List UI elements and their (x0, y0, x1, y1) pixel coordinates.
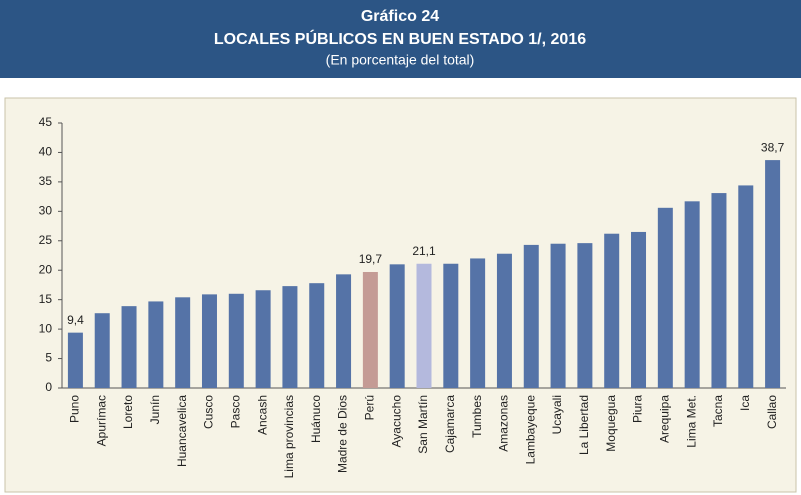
y-tick-label: 10 (39, 321, 53, 335)
bar (94, 313, 110, 388)
value-label: 38,7 (761, 140, 785, 154)
bar (175, 297, 191, 388)
x-tick-label: Pasco (228, 395, 242, 429)
x-tick-label: Arequipa (658, 395, 672, 443)
bar (711, 193, 727, 388)
chart-title: LOCALES PÚBLICOS EN BUEN ESTADO 1/, 2016 (214, 29, 586, 48)
header-band (0, 0, 801, 78)
bar (362, 271, 378, 388)
bar (470, 258, 486, 388)
bar (496, 253, 512, 388)
bar (523, 244, 539, 388)
x-tick-label: Tacna (711, 395, 725, 427)
bar (765, 160, 781, 388)
bar (416, 263, 432, 388)
x-tick-label: Apurímac (94, 395, 108, 446)
x-tick-label: Puno (68, 395, 82, 423)
value-label: 9,4 (67, 313, 84, 327)
x-tick-label: Callao (765, 395, 779, 429)
x-tick-label: Huancavelica (175, 395, 189, 467)
x-tick-label: Ancash (255, 395, 269, 435)
x-tick-label: Perú (363, 395, 377, 420)
x-tick-label: Lima Met. (684, 395, 698, 448)
bar (255, 290, 271, 388)
x-tick-label: Madre de Dios (336, 395, 350, 473)
x-tick-label: Cajamarca (443, 395, 457, 453)
bar (631, 231, 647, 388)
bar (282, 286, 298, 388)
bar (67, 332, 83, 388)
x-tick-label: Lambayeque (523, 395, 537, 465)
x-tick-label: Ica (738, 395, 752, 411)
x-tick-label: Junín (148, 395, 162, 424)
bar (684, 201, 700, 388)
x-tick-label: San Martín (416, 395, 430, 454)
y-tick-label: 35 (39, 174, 53, 188)
x-tick-label: Lima provincias (282, 395, 296, 478)
bar (228, 293, 244, 388)
bar (577, 243, 593, 388)
chart-subtitle: (En porcentaje del total) (326, 52, 475, 68)
bar (309, 283, 325, 388)
bar (550, 243, 566, 388)
y-tick-label: 20 (39, 262, 53, 276)
x-tick-label: Huánuco (309, 395, 323, 443)
y-tick-label: 40 (39, 145, 53, 159)
y-tick-label: 15 (39, 292, 53, 306)
y-tick-label: 30 (39, 204, 53, 218)
x-tick-label: Ucayali (550, 395, 564, 434)
bar (336, 274, 352, 388)
value-label: 21,1 (412, 244, 436, 258)
bar (443, 263, 459, 388)
bar (121, 306, 137, 388)
x-tick-label: Ayacucho (389, 395, 403, 448)
chart-header: Gráfico 24 (361, 8, 439, 25)
y-tick-label: 25 (39, 233, 53, 247)
y-tick-label: 5 (45, 351, 52, 365)
y-tick-label: 45 (39, 115, 53, 129)
bar (148, 301, 164, 388)
bar (201, 294, 217, 388)
x-tick-label: Amazonas (497, 395, 511, 452)
bar (657, 207, 673, 388)
x-tick-label: Tumbes (470, 395, 484, 438)
value-label: 19,7 (359, 252, 383, 266)
bar (738, 185, 754, 388)
x-tick-label: Moquegua (604, 395, 618, 452)
x-tick-label: Piura (631, 395, 645, 423)
bar (389, 264, 405, 388)
y-tick-label: 0 (45, 380, 52, 394)
x-tick-label: Loreto (121, 395, 135, 429)
x-tick-label: La Libertad (577, 395, 591, 455)
bar (604, 233, 620, 388)
x-tick-label: Cusco (202, 395, 216, 429)
